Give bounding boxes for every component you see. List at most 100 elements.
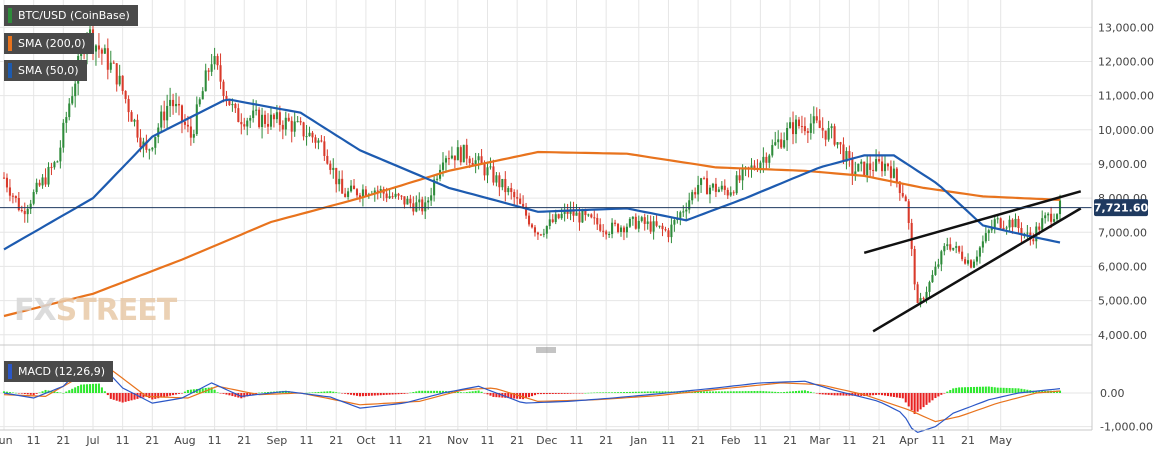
macd-hist-bar (869, 393, 872, 396)
x-tick-label: 11 (569, 434, 583, 447)
candle-body (587, 214, 590, 216)
candle-body (878, 159, 881, 162)
y-tick-label: 11,000.00 (1098, 90, 1154, 103)
candle-body (670, 224, 673, 238)
x-tick-label: 11 (116, 434, 130, 447)
macd-y-tick-label: 0.00 (1100, 387, 1125, 400)
macd-hist-bar (608, 392, 611, 393)
candle-body (62, 122, 65, 148)
candle-body (287, 117, 290, 121)
candle-body (762, 156, 765, 163)
macd-hist-bar (655, 391, 658, 393)
macd-hist-bar (305, 392, 308, 394)
macd-hist-bar (415, 391, 418, 393)
candle-body (97, 45, 100, 50)
macd-hist-bar (424, 390, 427, 393)
candle-body (634, 216, 637, 229)
candle-body (904, 196, 907, 202)
macd-hist-bar (563, 393, 566, 394)
candle-body (981, 241, 984, 248)
x-tick-label: 21 (418, 434, 432, 447)
candle-body (967, 260, 970, 264)
macd-hist-bar (406, 393, 409, 394)
candle-body (958, 246, 961, 252)
macd-hist-bar (551, 393, 554, 394)
candle-body (652, 221, 655, 232)
x-tick-label: 11 (661, 434, 675, 447)
candle-body (151, 147, 154, 150)
pane-resize-handle[interactable] (536, 347, 556, 353)
macd-hist-bar (765, 391, 768, 393)
legend-sma200[interactable]: SMA (200,0) (4, 33, 94, 54)
macd-hist-bar (255, 393, 258, 394)
candle-body (118, 75, 121, 85)
macd-hist-bar (326, 391, 329, 393)
candle-body (720, 185, 723, 190)
macd-hist-bar (880, 393, 884, 396)
macd-hist-bar (335, 392, 338, 393)
macd-hist-bar (525, 393, 528, 399)
macd-hist-bar (53, 391, 56, 393)
candle-body (572, 209, 575, 216)
candle-body (109, 62, 112, 70)
macd-hist-bar (682, 391, 685, 393)
candle-body (441, 162, 445, 170)
candle-body (860, 161, 863, 164)
candle-body (1008, 219, 1011, 228)
macd-hist-bar (605, 392, 608, 393)
y-tick-label: 4,000.00 (1098, 329, 1147, 342)
candle-body (679, 212, 682, 218)
candle-body (317, 140, 320, 143)
candle-body (394, 193, 397, 197)
candle-body (631, 216, 634, 219)
macd-hist-bar (904, 393, 907, 403)
candle-body (486, 167, 489, 176)
candle-body (883, 163, 887, 172)
macd-hist-bar (536, 393, 539, 395)
macd-hist-bar (361, 393, 364, 397)
candle-body (646, 221, 649, 224)
candle-body (949, 244, 952, 250)
candle-body (590, 214, 593, 218)
candle-body (397, 193, 400, 196)
macd-hist-bar (625, 391, 628, 393)
macd-hist-bar (708, 391, 712, 393)
candle-body (391, 196, 394, 198)
y-tick-label: 9,000.00 (1098, 158, 1147, 171)
macd-hist-bar (489, 393, 492, 396)
candle-body (216, 56, 219, 66)
macd-hist-bar (836, 393, 839, 396)
macd-hist-bar (65, 391, 68, 393)
macd-hist-bar (1026, 389, 1029, 393)
main-y-ticks: 4,000.005,000.006,000.007,000.008,000.00… (1098, 21, 1154, 341)
macd-hist-bar (720, 391, 723, 393)
candle-body (682, 211, 685, 213)
legend-main-series[interactable]: BTC/USD (CoinBase) (4, 5, 138, 26)
macd-hist-bar (875, 393, 878, 395)
candle-body (456, 147, 459, 161)
macd-hist-bar (160, 393, 163, 398)
candle-body (246, 120, 249, 127)
macd-hist-bar (8, 392, 11, 393)
legend-swatch-macd (8, 364, 12, 379)
candle-body (1032, 239, 1035, 242)
legend-macd[interactable]: MACD (12,26,9) (4, 361, 114, 382)
macd-hist-bar (866, 393, 869, 396)
candle-body (1005, 227, 1008, 229)
candle-body (281, 124, 284, 130)
macd-hist-bar (403, 393, 406, 394)
macd-hist-bar (703, 391, 706, 393)
macd-hist-bar (1038, 391, 1041, 393)
legend-swatch-sma50 (8, 63, 12, 78)
candle-body (649, 221, 652, 232)
macd-hist-bar (59, 392, 62, 393)
macd-hist-bar (943, 393, 946, 394)
macd-hist-bar (732, 391, 735, 393)
candle-body (952, 247, 955, 250)
x-tick-label: 21 (237, 434, 251, 447)
x-tick-label: Nov (447, 434, 469, 447)
macd-hist-bar (599, 392, 602, 393)
legend-sma50[interactable]: SMA (50,0) (4, 60, 87, 81)
macd-hist-bar (118, 393, 121, 402)
macd-hist-bar (41, 391, 44, 393)
